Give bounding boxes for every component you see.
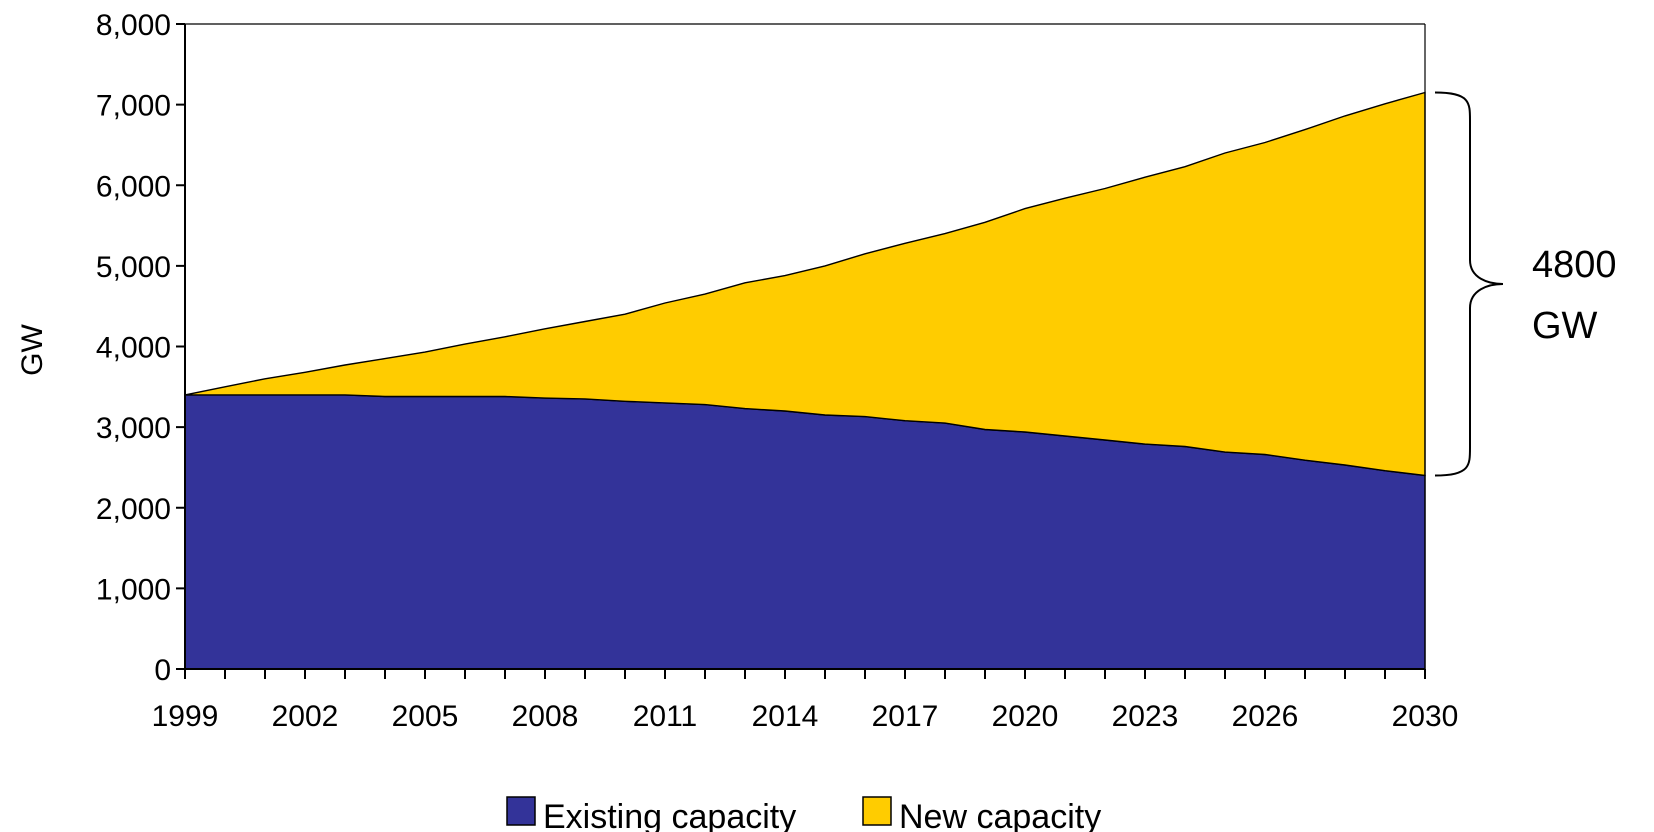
x-tick-label: 2020 bbox=[992, 700, 1059, 733]
legend-label-existing: Existing capacity bbox=[543, 798, 796, 832]
legend: Existing capacity New capacity bbox=[506, 796, 1101, 832]
total-brace-icon bbox=[1434, 91, 1504, 477]
x-tick-label: 1999 bbox=[152, 700, 219, 733]
x-tick-label: 2011 bbox=[633, 700, 698, 733]
x-tick-label: 2030 bbox=[1392, 700, 1459, 733]
y-tick-label: 2,000 bbox=[96, 493, 171, 526]
legend-swatch-existing bbox=[506, 796, 536, 826]
y-tick-label: 3,000 bbox=[96, 412, 171, 445]
x-tick-label: 2023 bbox=[1112, 700, 1179, 733]
y-tick-label: 8,000 bbox=[96, 9, 171, 42]
total-annotation-unit: GW bbox=[1532, 305, 1598, 347]
y-tick-label: 5,000 bbox=[96, 251, 171, 284]
x-tick-label: 2002 bbox=[272, 700, 339, 733]
x-axis-ticks: 1999 2002 2005 2008 2011 2014 2017 2020 2023 2026… bbox=[152, 669, 1459, 733]
area-layer bbox=[184, 91, 1426, 670]
y-tick-label: 4,000 bbox=[96, 332, 171, 365]
y-tick-label: 7,000 bbox=[96, 90, 171, 123]
x-tick-label: 2026 bbox=[1232, 700, 1299, 733]
x-tick-label: 2008 bbox=[512, 700, 579, 733]
x-tick-label: 2014 bbox=[752, 700, 819, 733]
y-tick-label: 1,000 bbox=[96, 573, 171, 606]
y-axis-title: GW bbox=[16, 323, 49, 375]
y-tick-label: 6,000 bbox=[96, 170, 171, 203]
legend-swatch-new bbox=[862, 796, 892, 826]
y-tick-label: 0 bbox=[154, 654, 171, 687]
x-tick-label: 2005 bbox=[392, 700, 459, 733]
x-tick-label: 2017 bbox=[872, 700, 939, 733]
y-axis-ticks: 0 1,000 2,000 3,000 4,000 5,000 6,000 7,000 8,00… bbox=[96, 9, 185, 687]
total-annotation-value: 4800 bbox=[1532, 244, 1617, 286]
legend-label-new: New capacity bbox=[899, 798, 1101, 832]
